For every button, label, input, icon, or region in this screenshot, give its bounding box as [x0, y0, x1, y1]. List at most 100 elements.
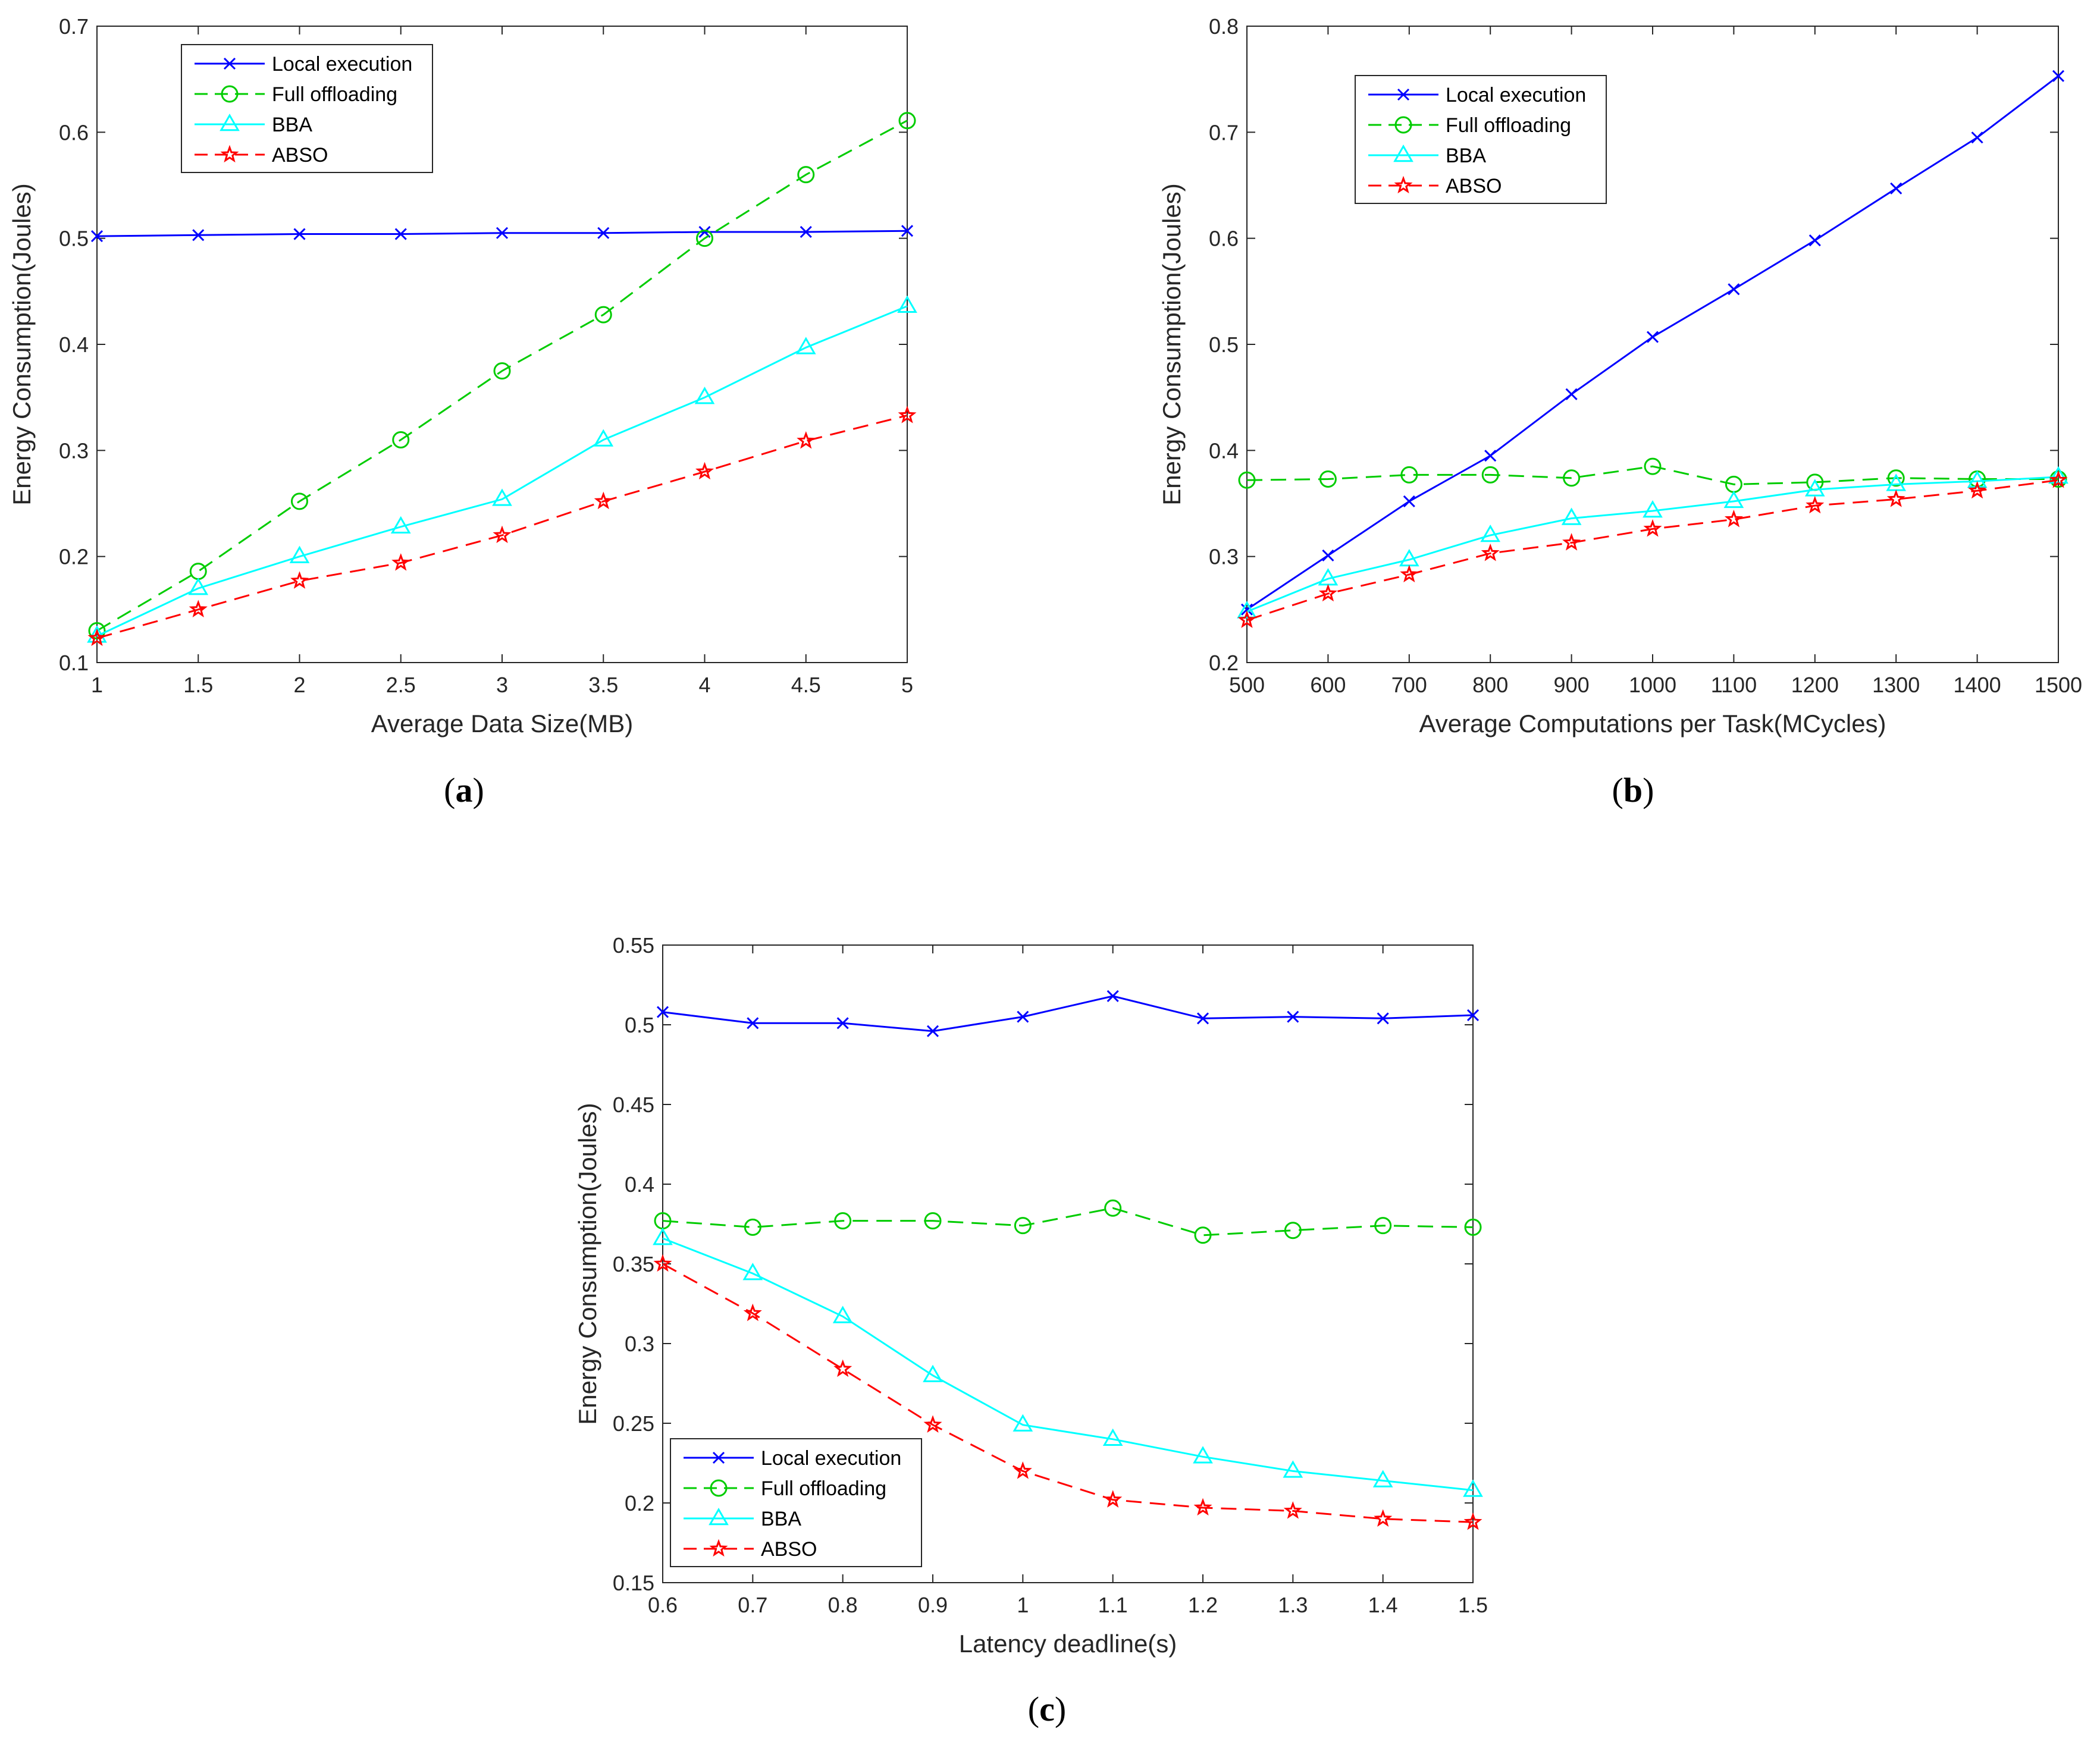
- x-tick-label: 1.2: [1188, 1593, 1218, 1617]
- y-axis-label: Energy Consumption(Joules): [573, 1103, 601, 1425]
- data-point-abso: [1562, 533, 1581, 551]
- y-tick-label: 0.1: [59, 651, 89, 675]
- legend-box: [1355, 75, 1607, 204]
- legend-marker-full: [710, 1479, 728, 1497]
- data-point-local: [800, 225, 812, 238]
- data-point-full: [1284, 1222, 1302, 1239]
- data-point-full: [1319, 470, 1337, 488]
- legend-label: Local execution: [761, 1447, 901, 1470]
- data-point-full: [1104, 1199, 1122, 1217]
- caption-paren-close: ): [1643, 771, 1654, 809]
- data-point-full: [1464, 1218, 1482, 1236]
- series-line-local: [662, 995, 1474, 1033]
- x-tick-label: 1.5: [183, 673, 213, 697]
- data-point-local: [747, 1017, 759, 1030]
- legend: Local execution Full offloading BBA ABSO: [1355, 75, 1607, 204]
- legend-marker-bba: [1393, 144, 1413, 162]
- legend: Local execution Full offloading BBA ABSO: [670, 1438, 922, 1567]
- series-full: [88, 112, 916, 639]
- data-point-bba: [897, 295, 917, 313]
- x-tick-label: 1100: [1711, 673, 1757, 697]
- data-point-bba: [1237, 601, 1257, 619]
- legend-marker-full: [221, 85, 239, 103]
- legend-label: BBA: [761, 1508, 801, 1530]
- x-tick-label: 0.9: [918, 1593, 948, 1617]
- caption-paren-close: ): [473, 771, 484, 809]
- data-point-abso: [1806, 495, 1825, 514]
- x-tick-label: 0.8: [828, 1593, 858, 1617]
- data-point-local: [90, 230, 104, 243]
- data-point-abso: [87, 628, 106, 647]
- legend-label: ABSO: [1446, 175, 1502, 197]
- data-point-bba: [188, 578, 209, 595]
- data-point-bba: [1480, 524, 1501, 542]
- data-point-abso: [1481, 543, 1500, 561]
- y-tick-label: 0.4: [1209, 438, 1239, 463]
- legend-label: Local execution: [272, 53, 412, 76]
- x-tick-label: 1.4: [1368, 1593, 1398, 1617]
- data-point-local: [1017, 1010, 1029, 1023]
- data-point-local: [1403, 495, 1415, 507]
- series-abso: [87, 406, 917, 647]
- data-point-bba: [1561, 507, 1582, 525]
- data-point-full: [493, 362, 511, 380]
- data-point-local: [901, 225, 914, 237]
- data-point-abso: [797, 431, 816, 449]
- y-tick-label: 0.35: [613, 1252, 654, 1276]
- data-point-bba: [492, 488, 512, 506]
- series-line-bba: [1246, 476, 2059, 613]
- y-tick-label: 0.2: [625, 1491, 654, 1515]
- y-tick-label: 0.55: [613, 933, 654, 958]
- data-point-abso: [1193, 1498, 1212, 1516]
- legend-marker-abso: [709, 1539, 728, 1557]
- data-point-abso: [391, 553, 410, 571]
- x-tick-label: 3: [496, 673, 508, 697]
- y-tick-label: 0.3: [59, 438, 89, 463]
- data-point-abso: [1400, 564, 1419, 583]
- legend-label: BBA: [1446, 145, 1486, 167]
- data-point-bba: [742, 1263, 763, 1281]
- legend-label: BBA: [272, 114, 312, 136]
- data-point-full: [834, 1212, 852, 1230]
- data-point-bba: [832, 1305, 853, 1323]
- data-point-full: [1887, 469, 1905, 487]
- data-point-abso: [290, 571, 309, 589]
- x-tick-label: 2.5: [386, 673, 416, 697]
- x-axis-label: Average Data Size(MB): [371, 710, 633, 738]
- data-point-abso: [1968, 481, 1987, 499]
- x-tick-label: 800: [1472, 673, 1508, 697]
- data-point-full: [696, 230, 713, 247]
- data-point-abso: [594, 491, 613, 510]
- y-tick-label: 0.6: [1209, 227, 1239, 251]
- legend-marker-abso: [220, 145, 239, 163]
- data-point-bba: [653, 1228, 673, 1245]
- series-line-full: [662, 1207, 1474, 1237]
- y-tick-label: 0.4: [625, 1172, 654, 1197]
- x-tick-label: 600: [1310, 673, 1346, 697]
- legend-marker-local: [712, 1451, 725, 1464]
- legend-marker-local: [1397, 88, 1410, 101]
- data-point-full: [1481, 466, 1499, 484]
- data-point-abso: [1318, 583, 1337, 602]
- panel-caption: (b): [1612, 771, 1654, 809]
- legend-label: Full offloading: [272, 83, 397, 106]
- legend-marker-full: [1394, 116, 1412, 134]
- x-axis-label: Average Computations per Task(MCycles): [1419, 710, 1886, 738]
- data-point-abso: [923, 1415, 942, 1433]
- data-point-abso: [695, 462, 714, 480]
- x-tick-label: 700: [1391, 673, 1427, 697]
- data-point-bba: [1463, 1479, 1483, 1497]
- data-point-abso: [1643, 519, 1662, 537]
- series-abso: [653, 1254, 1482, 1530]
- data-point-full: [1238, 471, 1256, 489]
- series-bba: [653, 1228, 1483, 1497]
- data-point-local: [1890, 182, 1902, 194]
- y-tick-label: 0.2: [1209, 651, 1239, 675]
- x-tick-label: 4: [698, 673, 710, 697]
- y-tick-label: 0.5: [625, 1013, 654, 1037]
- data-point-full: [88, 622, 106, 639]
- series-local: [1240, 70, 2065, 616]
- data-point-local: [1728, 283, 1740, 296]
- y-tick-label: 0.5: [1209, 332, 1239, 357]
